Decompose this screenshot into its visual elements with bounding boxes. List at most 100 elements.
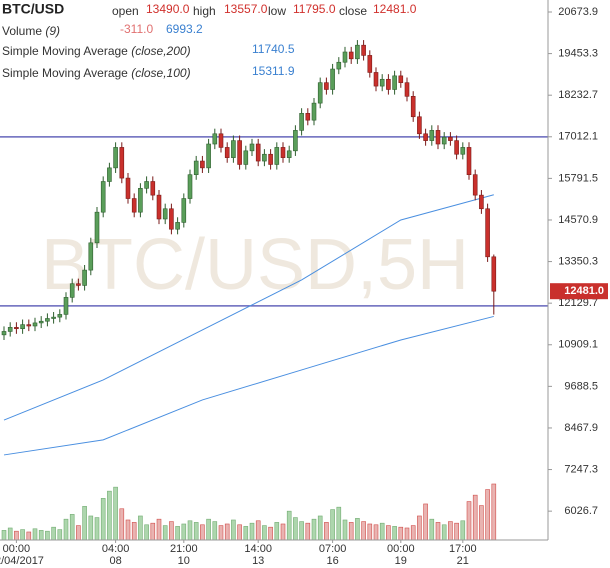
volume-bar bbox=[429, 518, 435, 541]
candle-body bbox=[107, 167, 112, 182]
candle-body bbox=[51, 316, 56, 319]
candle-body bbox=[169, 208, 174, 230]
volume-bar bbox=[435, 522, 441, 541]
x-tick-label: 21:00 bbox=[170, 543, 198, 555]
volume-bar bbox=[361, 521, 366, 541]
sma-line bbox=[3, 194, 494, 421]
y-tick-label: 13350.3 bbox=[558, 255, 598, 267]
x-tick-date: 10 bbox=[178, 555, 190, 567]
volume-bar bbox=[311, 518, 317, 541]
volume-bar bbox=[317, 515, 323, 541]
candle-body bbox=[305, 113, 311, 121]
volume-bar bbox=[367, 523, 373, 541]
x-tick-label: 07:00 bbox=[319, 543, 347, 555]
volume-bar bbox=[305, 522, 311, 541]
candle-body bbox=[379, 78, 385, 87]
volume-bar bbox=[38, 530, 44, 541]
volume-bar bbox=[423, 503, 428, 541]
volume-bar bbox=[268, 526, 273, 541]
candle-body bbox=[410, 96, 416, 118]
volume-bar bbox=[14, 530, 19, 541]
sma-value: 15311.9 bbox=[252, 64, 295, 78]
candle-body bbox=[156, 194, 162, 220]
legend-high: 13557.0 bbox=[224, 2, 268, 16]
volume-bar bbox=[169, 521, 174, 541]
candle-body bbox=[355, 44, 360, 60]
candle-body bbox=[26, 324, 32, 327]
volume-bar bbox=[293, 517, 298, 541]
plot bbox=[0, 40, 548, 541]
candle-body bbox=[237, 140, 242, 165]
candle-body bbox=[20, 324, 25, 330]
candle-body bbox=[212, 133, 218, 145]
volume-bar bbox=[63, 518, 69, 541]
candle-body bbox=[479, 194, 484, 210]
volume-bar bbox=[336, 506, 342, 541]
y-tick-label: 12129.7 bbox=[558, 297, 598, 309]
volume-bar bbox=[255, 520, 261, 541]
sma-name: Simple Moving Average bbox=[2, 66, 128, 80]
candle-body bbox=[460, 147, 466, 155]
candle-body bbox=[218, 133, 224, 148]
volume-legend: Volume (9) bbox=[2, 24, 60, 38]
candle-body bbox=[100, 181, 106, 213]
x-tick-date: 08 bbox=[109, 555, 121, 567]
volume-bar bbox=[193, 522, 199, 541]
volume-bar bbox=[187, 520, 193, 541]
volume-bar bbox=[32, 528, 38, 541]
candle-body bbox=[268, 153, 273, 165]
volume-bar bbox=[20, 529, 25, 541]
volume-bar bbox=[224, 523, 230, 541]
x-tick-label: 17:00 bbox=[449, 543, 477, 555]
candle-body bbox=[435, 130, 441, 145]
candle-body bbox=[255, 143, 261, 162]
volume-bar bbox=[348, 522, 354, 541]
candle-body bbox=[131, 198, 137, 213]
volume-bar bbox=[144, 524, 149, 541]
candle-body bbox=[417, 116, 422, 135]
x-tick-label: 00:00 bbox=[387, 543, 415, 555]
candle-body bbox=[206, 143, 211, 169]
candle-body bbox=[404, 82, 410, 97]
volume-bar bbox=[237, 524, 242, 541]
candle-body bbox=[249, 143, 255, 152]
candle-body bbox=[429, 130, 435, 141]
volume-bar bbox=[113, 486, 118, 541]
candle-body bbox=[181, 198, 187, 223]
y-tick-label: 17012.1 bbox=[558, 131, 598, 143]
y-tick-label: 18232.7 bbox=[558, 89, 598, 101]
x-tick-label: 00:00 bbox=[3, 543, 31, 555]
candle-body bbox=[82, 269, 87, 286]
legend-close: 12481.0 bbox=[373, 2, 417, 16]
legend-low-label: low bbox=[268, 4, 286, 18]
volume-bar bbox=[138, 515, 143, 541]
volume-name: Volume bbox=[2, 24, 42, 38]
volume-bar bbox=[212, 521, 218, 541]
candle-body bbox=[367, 55, 373, 73]
watermark: BTC/USD,5H bbox=[41, 225, 469, 305]
x-tick-date: 12/04/2017 bbox=[0, 555, 44, 567]
volume-bar bbox=[398, 526, 404, 541]
legend-open-label: open bbox=[112, 4, 139, 18]
candle-body bbox=[113, 147, 118, 169]
candle-body bbox=[150, 181, 156, 196]
volume-bar bbox=[373, 524, 379, 541]
sma-name: Simple Moving Average bbox=[2, 44, 128, 58]
candle-body bbox=[386, 78, 391, 90]
candle-body bbox=[7, 327, 13, 332]
sma-legend: Simple Moving Average (close,100) bbox=[2, 66, 191, 80]
volume-bar bbox=[88, 515, 94, 541]
candle-body bbox=[262, 153, 267, 162]
candle-body bbox=[317, 82, 323, 104]
volume-bar bbox=[181, 523, 187, 541]
candle-body bbox=[63, 297, 69, 315]
volume-bar bbox=[76, 525, 81, 541]
volume-bar bbox=[131, 522, 137, 541]
volume-bar bbox=[286, 510, 292, 541]
x-tick-date: 21 bbox=[457, 555, 469, 567]
volume-bar bbox=[466, 501, 472, 541]
volume-bar bbox=[342, 519, 348, 541]
volume-bar bbox=[299, 521, 304, 541]
volume-bar bbox=[491, 483, 497, 541]
candle-body bbox=[32, 322, 38, 327]
